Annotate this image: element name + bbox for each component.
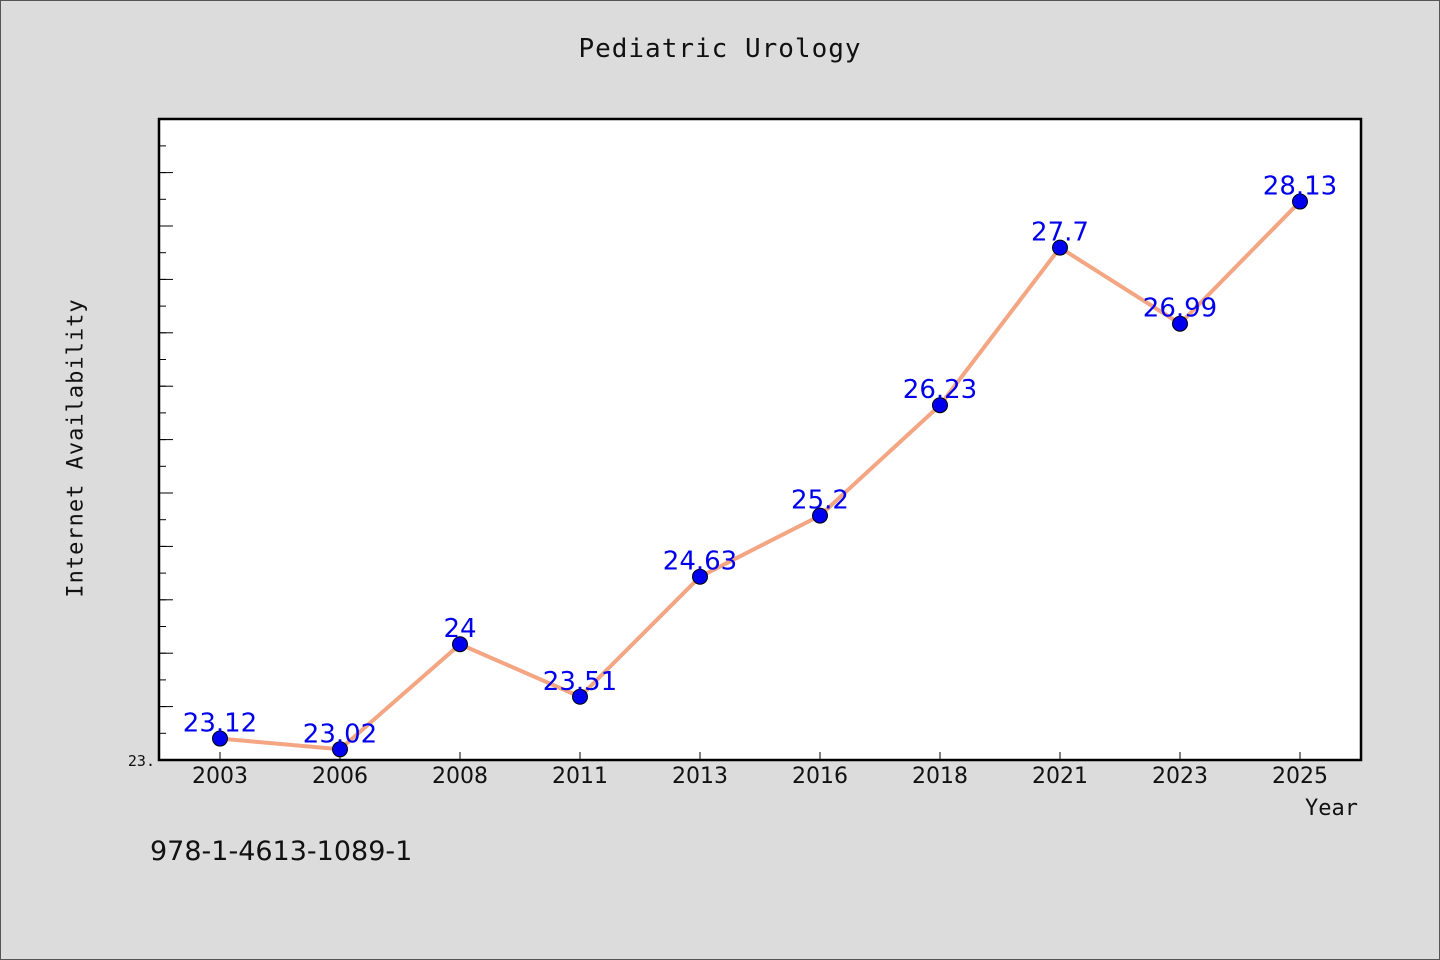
data-label: 24 [443, 614, 476, 644]
x-tick-label: 2023 [1152, 764, 1208, 789]
x-tick-label: 2016 [792, 764, 848, 789]
x-tick-label: 2025 [1272, 764, 1328, 789]
data-label: 23.02 [303, 719, 377, 749]
y-tick-label: 23. [128, 752, 155, 770]
data-point [1292, 193, 1308, 210]
x-tick-label: 2008 [432, 764, 488, 789]
series-line [219, 200, 1302, 752]
chart-title: Pediatric Urology [578, 34, 862, 64]
x-tick-label: 2003 [192, 764, 248, 789]
data-point [692, 568, 708, 585]
data-point [812, 507, 828, 524]
data-label: 25.2 [791, 486, 849, 516]
x-axis-label: Year [1305, 796, 1358, 821]
data-point [1172, 315, 1188, 332]
x-tick-label: 2018 [912, 764, 968, 789]
isbn-caption: 978-1-4613-1089-1 [150, 836, 413, 867]
data-label: 24.63 [663, 547, 737, 577]
data-label: 28.13 [1263, 172, 1337, 202]
data-label: 23.12 [183, 709, 257, 739]
data-point [932, 397, 948, 414]
plot-area [159, 119, 1361, 760]
data-label: 26.23 [903, 375, 977, 405]
data-label: 23.51 [543, 667, 617, 697]
data-point [1052, 239, 1068, 256]
x-tick-label: 2011 [552, 764, 608, 789]
plot-border [157, 117, 1363, 762]
data-label: 26.99 [1143, 294, 1217, 324]
x-tick-label: 2021 [1032, 764, 1088, 789]
data-label: 27.7 [1031, 218, 1089, 248]
data-point [212, 730, 228, 747]
data-point [332, 741, 348, 758]
x-tick-label: 2013 [672, 764, 728, 789]
data-point [572, 688, 588, 705]
x-tick-label: 2006 [312, 764, 368, 789]
data-point [452, 636, 468, 653]
